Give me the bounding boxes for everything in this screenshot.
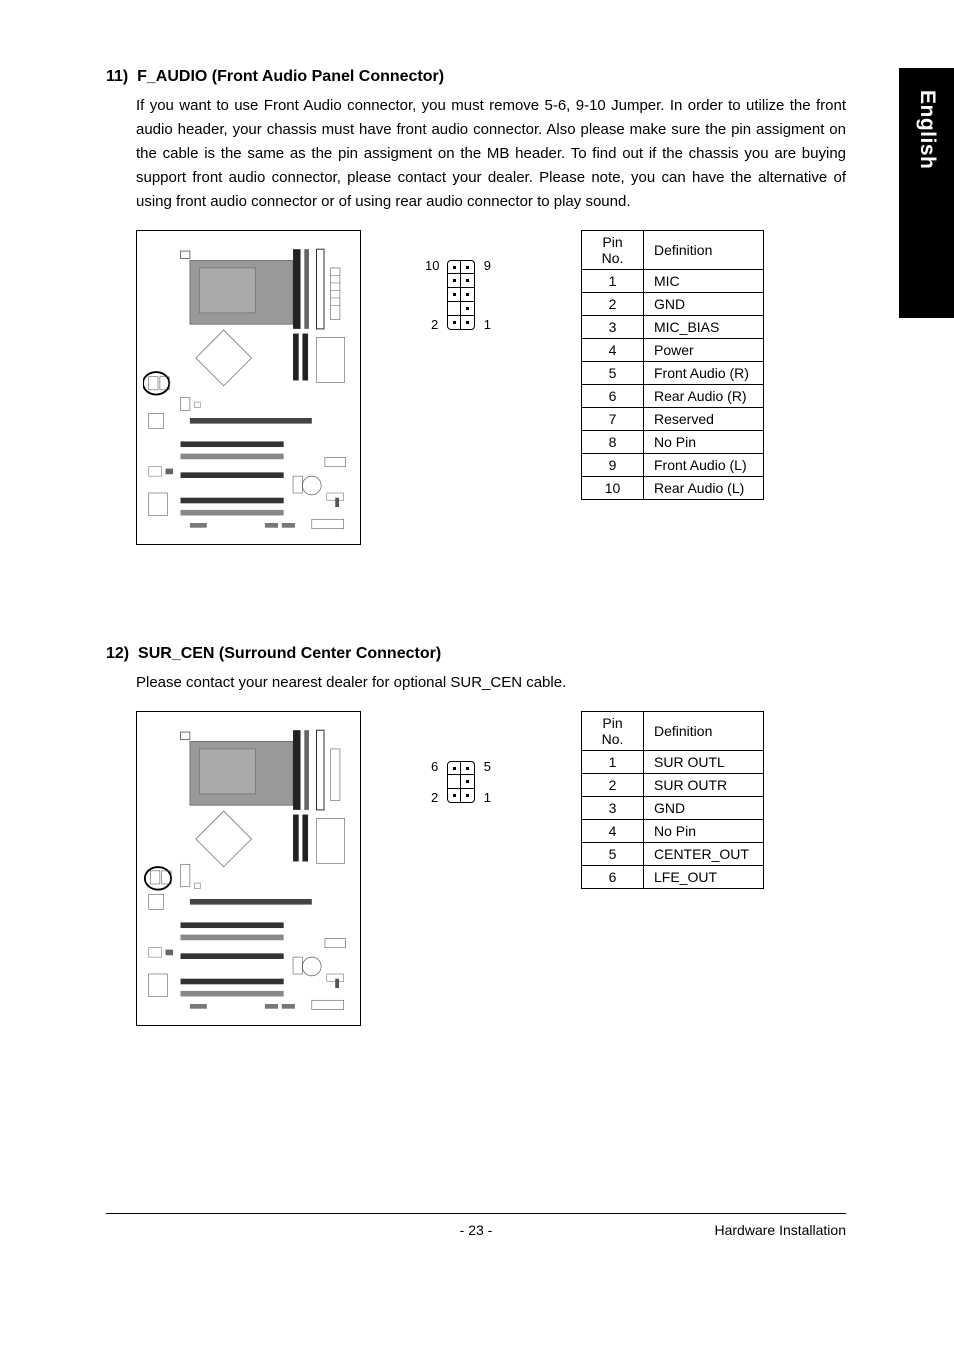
pin-label-6: 6	[431, 759, 438, 774]
section-12-figure-row: 6 5 2 1 Pin No. Definition 1SUR OUTL 2SU…	[136, 711, 846, 1026]
section-12-heading: 12) SUR_CEN (Surround Center Connector)	[106, 645, 846, 663]
pin-table-11-wrap: Pin No. Definition 1MIC 2GND 3MIC_BIAS 4…	[561, 230, 764, 500]
table-row: 4Power	[582, 339, 764, 362]
pin-label-1b: 1	[484, 790, 491, 805]
table-row: 3GND	[582, 797, 764, 820]
motherboard-svg-12	[143, 718, 354, 1019]
table-row: 1SUR OUTL	[582, 751, 764, 774]
table-row: 2SUR OUTR	[582, 774, 764, 797]
page-footer: - 23 - Hardware Installation	[106, 1213, 846, 1238]
motherboard-diagram-11	[136, 230, 361, 545]
pin-table-12: Pin No. Definition 1SUR OUTL 2SUR OUTR 3…	[581, 711, 764, 889]
table-row: 1MIC	[582, 270, 764, 293]
table-row: 7Reserved	[582, 408, 764, 431]
pin-diagram-12: 6 5 2 1	[361, 711, 561, 803]
col-pin-no: Pin No.	[582, 231, 644, 270]
col-pin-no: Pin No.	[582, 712, 644, 751]
pin-label-9: 9	[484, 258, 491, 273]
motherboard-svg	[143, 237, 354, 538]
page-number: - 23 -	[460, 1222, 493, 1238]
pin-label-5: 5	[484, 759, 491, 774]
section-11-heading: 11) F_AUDIO (Front Audio Panel Connector…	[106, 68, 846, 86]
pin-label-2b: 2	[431, 790, 438, 805]
table-row: 2GND	[582, 293, 764, 316]
pin-table-12-wrap: Pin No. Definition 1SUR OUTL 2SUR OUTR 3…	[561, 711, 764, 889]
table-row: 6LFE_OUT	[582, 866, 764, 889]
table-row: 5CENTER_OUT	[582, 843, 764, 866]
motherboard-diagram-12	[136, 711, 361, 1026]
col-definition: Definition	[644, 712, 764, 751]
pin-diagram-11: 10 9 2 1	[361, 230, 561, 330]
pin-grid-11: 10 9 2 1	[447, 260, 475, 330]
page-content: 11) F_AUDIO (Front Audio Panel Connector…	[106, 68, 846, 1248]
col-definition: Definition	[644, 231, 764, 270]
table-header-row: Pin No. Definition	[582, 712, 764, 751]
section-11-body: If you want to use Front Audio connector…	[136, 94, 846, 214]
pin-label-2: 2	[431, 317, 438, 332]
section-12-body: Please contact your nearest dealer for o…	[136, 671, 846, 695]
language-tab: English	[899, 68, 954, 318]
table-row: 5Front Audio (R)	[582, 362, 764, 385]
pin-table-11: Pin No. Definition 1MIC 2GND 3MIC_BIAS 4…	[581, 230, 764, 500]
pin-label-10: 10	[425, 258, 439, 273]
pin-label-1: 1	[484, 317, 491, 332]
table-row: 3MIC_BIAS	[582, 316, 764, 339]
table-row: 8No Pin	[582, 431, 764, 454]
table-row: 10Rear Audio (L)	[582, 477, 764, 500]
table-row: 4No Pin	[582, 820, 764, 843]
footer-section-title: Hardware Installation	[714, 1222, 846, 1238]
table-header-row: Pin No. Definition	[582, 231, 764, 270]
table-row: 6Rear Audio (R)	[582, 385, 764, 408]
table-row: 9Front Audio (L)	[582, 454, 764, 477]
section-11-figure-row: 10 9 2 1 Pin No. Definition 1MIC 2GND 3M…	[136, 230, 846, 545]
pin-grid-12: 6 5 2 1	[447, 761, 475, 803]
